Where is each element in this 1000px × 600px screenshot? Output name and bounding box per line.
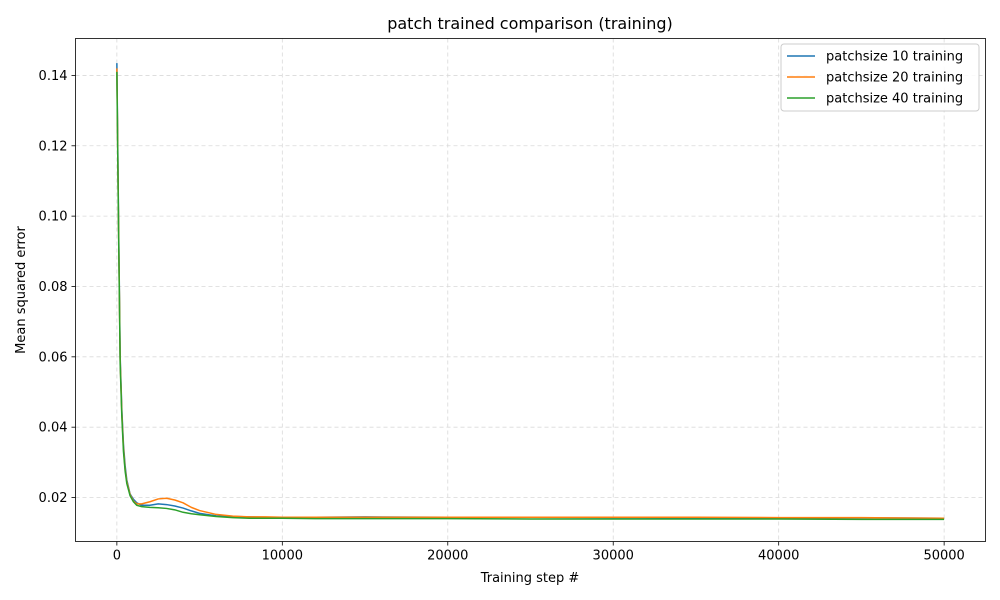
x-tick-label: 10000 [262,549,303,564]
series-line-2 [116,68,945,520]
legend-label-2: patchsize 20 training [826,71,963,86]
legend-label-3: patchsize 40 training [826,92,963,107]
legend-box [780,43,980,112]
x-axis-ticks: 0 10000 20000 30000 40000 50000 [113,541,965,564]
x-axis-label: Training step # [480,571,580,586]
legend: patchsize 10 training patchsize 20 traini… [780,43,980,112]
x-tick-label: 30000 [593,549,634,564]
series-lines [116,63,945,521]
x-tick-label: 20000 [427,549,468,564]
y-axis-label: Mean squared error [14,226,29,354]
y-tick-label: 0.10 [39,210,68,225]
y-tick-label: 0.06 [39,350,68,365]
x-tick-label: 40000 [758,549,799,564]
y-tick-label: 0.08 [39,280,68,295]
y-axis-ticks: 0.02 0.04 0.06 0.08 0.10 0.12 0.14 [39,69,76,506]
legend-label-1: patchsize 10 training [826,50,963,65]
y-tick-label: 0.02 [39,491,68,506]
chart-title: patch trained comparison (training) [387,14,673,33]
plot-frame [75,38,986,542]
x-tick-label: 0 [113,549,121,564]
y-tick-label: 0.14 [39,69,68,84]
series-line-3 [116,71,945,521]
y-tick-label: 0.04 [39,421,68,436]
x-tick-label: 50000 [923,549,964,564]
grid-lines [75,38,986,542]
series-line-1 [116,63,945,520]
y-tick-label: 0.12 [39,139,68,154]
